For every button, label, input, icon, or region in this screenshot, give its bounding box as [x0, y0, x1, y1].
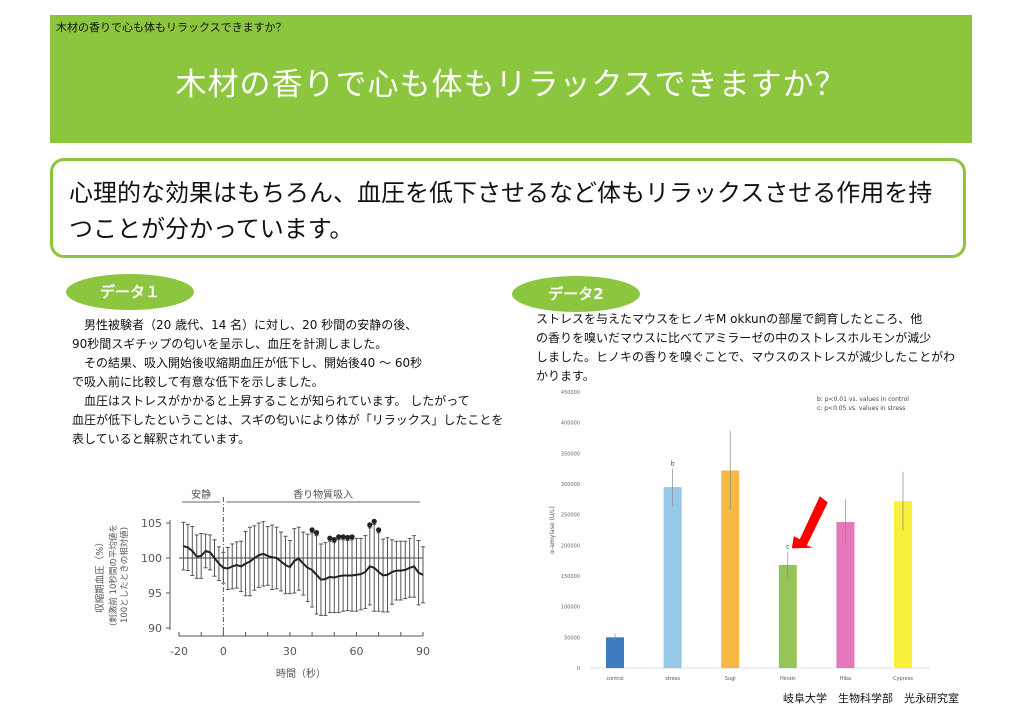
page-title: 木材の香りで心も体もリラックスできますか？	[175, 67, 847, 103]
bar-category-label: Cypress	[893, 676, 913, 682]
header-small-title: 木材の香りで心も体もリラックスできますか？	[56, 21, 287, 34]
significance-marker	[344, 534, 351, 541]
y-tick-label: 105	[141, 517, 162, 530]
data1-label: データ１	[66, 274, 194, 310]
bar-y-tick-label: 200000	[561, 543, 580, 549]
bar-y-tick-label: 300000	[561, 482, 580, 488]
significance-letter: b	[671, 461, 675, 468]
significance-marker	[313, 530, 320, 536]
bar-category-label: Hinoki	[780, 676, 796, 682]
significance-marker	[336, 534, 342, 540]
red-arrow-icon	[791, 496, 828, 549]
y-tick-label: 95	[148, 587, 162, 600]
significance-marker	[349, 534, 355, 540]
bar-category-label: Hiba	[840, 676, 851, 682]
significance-marker	[309, 527, 315, 533]
y-tick-label: 100	[141, 552, 162, 565]
bar-control	[606, 637, 624, 668]
mean-line	[183, 545, 424, 581]
significance-letter: c	[786, 543, 789, 550]
x-tick-label: 0	[220, 645, 227, 658]
bar-category-label: control	[606, 676, 623, 682]
bar-legend-item: b: p<0.01 vs. values in control	[817, 396, 909, 403]
bar-cypress	[894, 501, 912, 668]
bar-hinoki	[778, 564, 797, 668]
bar-y-tick-label: 50000	[564, 635, 580, 641]
x-tick-label: 30	[283, 645, 297, 658]
bar-y-tick-label: 450000	[561, 390, 580, 396]
summary-text: 心理的な効果はもちろん、血圧を低下させるなど体もリラックスさせる作用を持つことが…	[69, 179, 933, 243]
significance-marker	[327, 535, 333, 541]
x-tick-label: 60	[349, 645, 363, 658]
data2-label: データ2	[512, 276, 640, 312]
x-tick-label: -20	[170, 645, 188, 658]
bar-hiba	[836, 522, 855, 668]
bar-y-tick-label: 350000	[561, 451, 580, 457]
y-axis-label-2: (刺激前 10秒間の平均値を100としたときの相対値)	[108, 524, 130, 626]
bar-y-tick-label: 0	[577, 666, 580, 672]
bar-sugi	[721, 470, 740, 668]
significance-marker	[371, 518, 377, 525]
bar-legend-item: c: p<0.05 vs. values in stress	[817, 405, 905, 412]
data1-text: 男性被験者（20 歳代、14 名）に対し、20 秒間の安静の後、 90秒間スギチ…	[72, 318, 504, 446]
significance-marker	[376, 527, 382, 533]
significance-marker	[331, 537, 337, 543]
significance-marker	[340, 534, 346, 540]
inhale-phase-label: 香り物質吸入	[293, 488, 353, 501]
x-axis-label: 時間（秒）	[276, 667, 326, 680]
rest-phase-label: 安静	[191, 488, 211, 501]
y-tick-label: 90	[148, 622, 162, 635]
credit: 岐阜大学 生物科学部 光永研究室	[783, 692, 959, 705]
bar-y-tick-label: 400000	[561, 421, 580, 427]
data2-text: ストレスを与えたマウスをヒノキM okkunの部屋で飼育したところ、他 の香りを…	[536, 312, 956, 383]
significance-marker	[367, 522, 373, 528]
summary-box: 心理的な効果はもちろん、血圧を低下させるなど体もリラックスさせる作用を持つことが…	[50, 158, 966, 258]
x-tick-label: 90	[416, 645, 430, 658]
bar-category-label: stress	[665, 676, 680, 682]
bar-y-tick-label: 150000	[561, 574, 580, 580]
header-banner: 木材の香りで心も体もリラックスできますか？ 木材の香りで心も体もリラックスできま…	[50, 15, 972, 143]
bar-stress	[663, 487, 682, 668]
bar-y-axis-label: α-amylase (U/L)	[549, 506, 556, 554]
bar-y-tick-label: 100000	[561, 605, 580, 611]
bar-y-tick-label: 250000	[561, 513, 580, 519]
bar-category-label: Sugi	[725, 676, 736, 682]
y-axis-label: 収縮期血圧（%）	[94, 537, 106, 613]
